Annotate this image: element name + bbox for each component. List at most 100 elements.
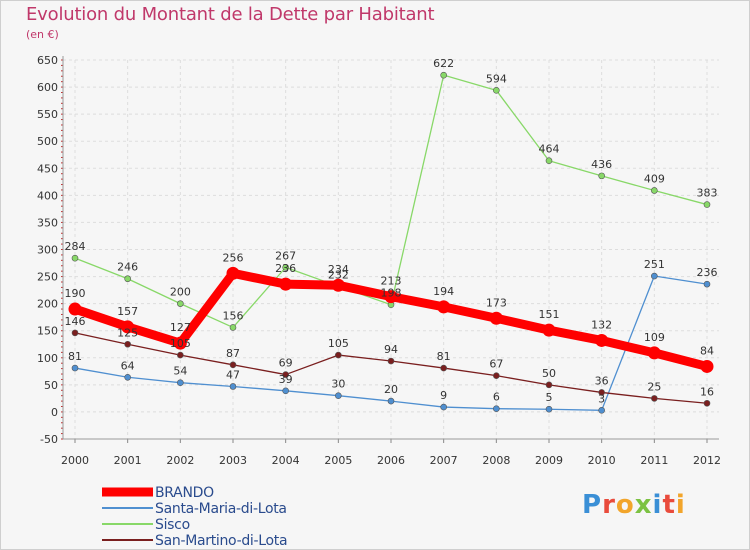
y-tick-label: 550 <box>37 108 58 121</box>
data-point <box>440 364 447 372</box>
data-point <box>595 333 609 347</box>
data-label: 84 <box>700 344 714 357</box>
x-tick-label: 2004 <box>272 454 300 467</box>
y-tick-label: 250 <box>37 271 58 284</box>
proxiti-logo: Proxiti <box>582 490 686 520</box>
series-san-martino-di-lota <box>71 329 711 407</box>
data-label: 125 <box>117 326 138 339</box>
y-tick-label: 400 <box>37 189 58 202</box>
data-label: 54 <box>173 365 187 378</box>
data-point <box>651 395 658 402</box>
data-label: 234 <box>328 263 349 276</box>
data-label: 6 <box>493 391 500 404</box>
data-label: 94 <box>384 343 398 356</box>
y-tick-label: 50 <box>44 379 58 392</box>
data-label: 622 <box>433 57 454 70</box>
data-point <box>489 311 503 325</box>
data-point <box>440 71 447 79</box>
data-point <box>282 264 289 271</box>
data-point <box>598 389 605 396</box>
x-tick-label: 2006 <box>377 454 405 467</box>
data-label: 251 <box>644 258 665 271</box>
data-label: 267 <box>275 249 296 262</box>
x-tick-label: 2009 <box>535 454 563 467</box>
data-point <box>71 329 79 337</box>
data-point <box>335 392 342 399</box>
data-label: 67 <box>489 358 503 371</box>
series-brando <box>68 266 714 373</box>
data-label: 69 <box>279 357 293 370</box>
data-point <box>387 357 395 365</box>
data-label: 50 <box>542 367 556 380</box>
data-point <box>124 275 131 283</box>
legend-label: BRANDO <box>155 485 214 501</box>
data-label: 256 <box>223 251 244 264</box>
data-label: 200 <box>170 286 191 299</box>
data-point <box>229 361 237 369</box>
data-label: 194 <box>433 285 454 298</box>
data-point <box>177 379 184 386</box>
y-tick-label: 150 <box>37 325 58 338</box>
data-label: 30 <box>331 378 345 391</box>
data-label: 409 <box>644 172 665 185</box>
data-point <box>647 346 661 360</box>
data-point <box>651 187 658 194</box>
legend: BRANDOSanta-Maria-di-LotaSiscoSan-Martin… <box>102 485 288 549</box>
legend-label: Sisco <box>155 517 190 533</box>
data-point <box>703 399 711 407</box>
data-label: 146 <box>65 315 86 328</box>
data-point <box>71 254 79 262</box>
y-tick-label: 350 <box>37 216 58 229</box>
data-label: 36 <box>595 374 609 387</box>
data-point <box>282 371 289 378</box>
data-label: 5 <box>546 391 553 404</box>
data-point <box>598 172 605 180</box>
x-tick-label: 2000 <box>61 454 89 467</box>
data-point <box>493 405 500 412</box>
legend-label: Santa-Maria-di-Lota <box>155 501 287 517</box>
data-label: 236 <box>697 266 718 279</box>
data-point <box>542 323 556 337</box>
y-tick-label: 600 <box>37 81 58 94</box>
data-label: 87 <box>226 347 240 360</box>
data-point <box>124 340 131 348</box>
data-point <box>121 320 135 334</box>
data-label: 132 <box>591 318 612 331</box>
data-point <box>71 364 79 372</box>
data-label: 9 <box>440 389 447 402</box>
chart-title: Evolution du Montant de la Dette par Hab… <box>26 4 435 25</box>
data-label: 25 <box>647 380 661 393</box>
legend-label: San-Martino-di-Lota <box>155 533 287 549</box>
data-label: 3 <box>598 392 605 405</box>
data-label: 109 <box>644 331 665 344</box>
data-point <box>703 201 711 208</box>
data-point <box>229 324 237 331</box>
data-point <box>493 372 500 379</box>
data-point <box>177 300 184 307</box>
data-label: 246 <box>117 261 138 274</box>
data-point <box>173 336 187 350</box>
data-label: 47 <box>226 368 240 381</box>
data-label: 157 <box>117 305 138 318</box>
x-tick-label: 2011 <box>640 454 668 467</box>
data-label: 81 <box>437 350 451 363</box>
x-tick-label: 2001 <box>114 454 142 467</box>
x-tick-label: 2003 <box>219 454 247 467</box>
data-point <box>226 266 240 280</box>
data-point <box>598 407 605 414</box>
data-label: 127 <box>170 321 191 334</box>
data-label: 436 <box>591 158 612 171</box>
data-point <box>387 397 395 405</box>
y-tick-label: 100 <box>37 352 58 365</box>
data-point <box>437 300 451 314</box>
data-point <box>651 272 658 280</box>
y-tick-label: 450 <box>37 162 58 175</box>
data-point <box>545 381 553 389</box>
data-label: 173 <box>486 296 507 309</box>
data-label: 39 <box>279 373 293 386</box>
data-point <box>124 373 131 381</box>
data-label: 156 <box>223 309 244 322</box>
data-point <box>331 278 345 292</box>
data-point <box>229 383 237 390</box>
